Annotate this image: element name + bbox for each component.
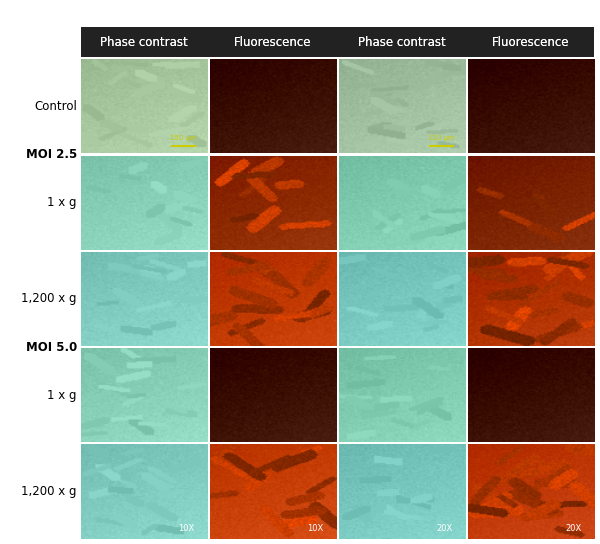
Text: Fluorescence: Fluorescence [492, 36, 569, 48]
Text: 10X: 10X [307, 524, 323, 533]
Text: 1,200 x g: 1,200 x g [22, 293, 77, 305]
Text: Phase contrast: Phase contrast [100, 36, 188, 48]
Text: Fluorescence: Fluorescence [235, 36, 312, 48]
Text: 20X: 20X [565, 524, 581, 533]
Text: Fluorescence: Fluorescence [492, 36, 569, 48]
Text: 1 x g: 1 x g [47, 196, 77, 209]
FancyBboxPatch shape [184, 18, 600, 66]
Text: 20X: 20X [436, 524, 452, 533]
FancyBboxPatch shape [55, 18, 490, 66]
FancyBboxPatch shape [313, 18, 600, 66]
Text: 120 μm: 120 μm [428, 135, 455, 141]
Text: Phase contrast: Phase contrast [100, 36, 188, 48]
Text: MOI 5.0: MOI 5.0 [26, 341, 77, 354]
Text: 1,200 x g: 1,200 x g [22, 485, 77, 498]
Text: 10X: 10X [179, 524, 195, 533]
FancyBboxPatch shape [0, 18, 361, 66]
Text: Phase contrast: Phase contrast [358, 36, 446, 48]
Text: Phase contrast: Phase contrast [358, 36, 446, 48]
Text: Control: Control [34, 100, 77, 113]
Text: Fluorescence: Fluorescence [235, 36, 312, 48]
Text: MOI 2.5: MOI 2.5 [26, 148, 77, 161]
Text: 1 x g: 1 x g [47, 389, 77, 401]
Text: 250 μm: 250 μm [170, 135, 197, 141]
